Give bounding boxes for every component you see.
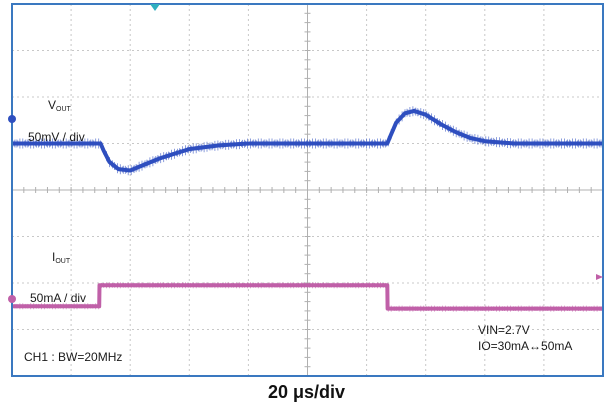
ch2-ground-marker-icon xyxy=(8,295,16,303)
vout-series-label: VOUT xyxy=(48,98,71,113)
bandwidth-annotation: CH1 : BW=20MHz xyxy=(24,350,123,364)
trigger-marker-icon xyxy=(150,4,160,11)
plot-frame xyxy=(11,3,604,377)
vout-scale-label: 50mV / div xyxy=(28,130,85,144)
ch2-right-marker-icon xyxy=(596,274,603,280)
vin-annotation: VIN=2.7V xyxy=(478,323,530,337)
iout-scale-label: 50mA / div xyxy=(30,291,87,305)
iout-series-label: IOUT xyxy=(52,250,71,265)
timebase-label: 20 μs/div xyxy=(267,382,346,402)
ch1-ground-marker-icon xyxy=(8,115,16,123)
io-annotation: IO=30mA↔50mA xyxy=(478,339,573,353)
